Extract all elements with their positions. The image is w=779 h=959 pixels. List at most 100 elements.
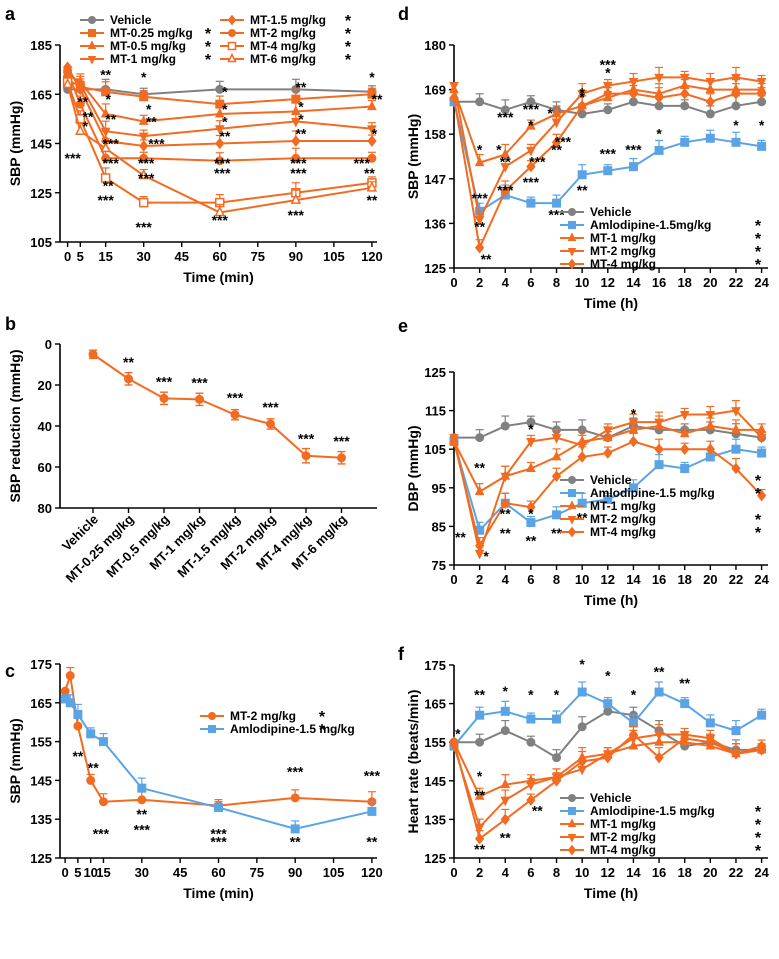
panel-label: e (398, 316, 408, 336)
legend-sig: * (755, 473, 762, 490)
data-point (63, 67, 73, 77)
panel-label: d (398, 4, 409, 24)
x-tick-label: 0 (450, 572, 457, 587)
data-point (138, 132, 149, 143)
significance-mark: * (298, 98, 304, 114)
x-tick-label: 22 (729, 275, 743, 290)
x-tick-label: 14 (626, 572, 641, 587)
y-tick-label: 145 (30, 773, 52, 788)
y-tick-label: 125 (30, 186, 52, 201)
x-tick-label: 105 (323, 249, 345, 264)
significance-mark: * (105, 91, 111, 107)
legend: Vehicle *Amlodipine-1.5 mg/kg *MT-1 mg/kgM… (560, 473, 762, 542)
data-point (230, 410, 240, 420)
significance-mark: *** (93, 826, 110, 842)
y-tick-label: 95 (432, 481, 446, 496)
y-tick-label: 155 (30, 735, 52, 750)
data-point (628, 718, 638, 728)
legend-sig: * (755, 804, 762, 821)
y-tick-label: 145 (30, 137, 52, 152)
data-point (500, 796, 511, 807)
data-point (568, 794, 576, 802)
data-point (137, 795, 147, 805)
significance-mark: ** (679, 675, 690, 691)
series-mt-2-mg-kg (60, 667, 377, 811)
x-tick-label: 20 (703, 275, 717, 290)
data-point (568, 476, 576, 484)
y-tick-label: 165 (30, 696, 52, 711)
legend-label: Amlodipine-1.5mg/kg (590, 218, 711, 232)
significance-mark: ** (295, 79, 306, 95)
data-point (75, 83, 85, 96)
y-tick-label: 125 (424, 365, 446, 380)
data-point (567, 818, 577, 827)
data-point (551, 136, 562, 149)
data-point (526, 501, 536, 513)
significance-mark: ** (525, 533, 536, 549)
data-point (100, 107, 111, 118)
data-point (705, 419, 716, 430)
legend-sig: * (755, 244, 762, 261)
significance-mark: *** (555, 133, 572, 149)
data-point (500, 185, 510, 197)
y-tick-label: 158 (424, 127, 446, 142)
y-tick-label: 20 (38, 378, 52, 393)
significance-mark: * (222, 101, 228, 117)
legend-sig: * (345, 13, 352, 30)
significance-mark: *** (227, 390, 244, 406)
data-point (290, 793, 300, 803)
x-tick-label: 30 (135, 865, 149, 880)
data-point (577, 90, 587, 100)
data-point (628, 162, 638, 172)
legend-label: MT-6 mg/kg (250, 52, 316, 66)
x-tick-label: 20 (703, 865, 717, 880)
x-tick-label: 8 (553, 275, 560, 290)
data-point (680, 137, 690, 147)
data-point (124, 374, 133, 384)
data-point (731, 444, 741, 454)
data-point (88, 29, 96, 37)
data-point (475, 97, 485, 107)
data-point (654, 730, 664, 741)
data-point (214, 205, 225, 217)
x-tick-label: 10 (575, 275, 589, 290)
data-point (367, 135, 377, 147)
data-point (227, 41, 237, 51)
y-tick-label: 105 (30, 235, 52, 250)
significance-mark: * (372, 126, 378, 142)
data-point (705, 718, 715, 728)
significance-mark: ** (146, 113, 157, 129)
data-point (568, 221, 576, 229)
series-mt-4-mg-kg (449, 725, 767, 845)
series-mt-4-mg-kg (449, 83, 767, 254)
data-point (567, 526, 577, 538)
significance-mark: *** (600, 56, 617, 72)
data-point (628, 87, 639, 100)
data-point (65, 671, 75, 681)
y-tick-label: 155 (424, 735, 446, 750)
significance-mark: ** (103, 177, 114, 193)
data-point (603, 699, 613, 709)
significance-mark: * (631, 405, 637, 421)
significance-mark: ** (474, 787, 485, 803)
legend-label: MT-4 mg/kg (590, 257, 656, 271)
data-point (101, 153, 111, 163)
x-tick-label: 6 (527, 865, 534, 880)
data-point (75, 99, 85, 109)
significance-mark: * (496, 141, 502, 157)
data-point (475, 433, 485, 443)
significance-mark: * (528, 117, 534, 133)
significance-mark: * (146, 101, 152, 117)
x-tick-label: 45 (173, 865, 187, 880)
significance-mark: *** (529, 154, 546, 170)
data-point (500, 778, 511, 789)
y-tick-label: 175 (30, 657, 52, 672)
significance-mark: ** (100, 66, 111, 82)
series-mt-6-mg-kg (62, 77, 378, 217)
significance-mark: *** (97, 192, 114, 208)
x-tick-label: 4 (502, 572, 510, 587)
x-tick-label: 8 (553, 572, 560, 587)
x-tick-label: 20 (703, 572, 717, 587)
